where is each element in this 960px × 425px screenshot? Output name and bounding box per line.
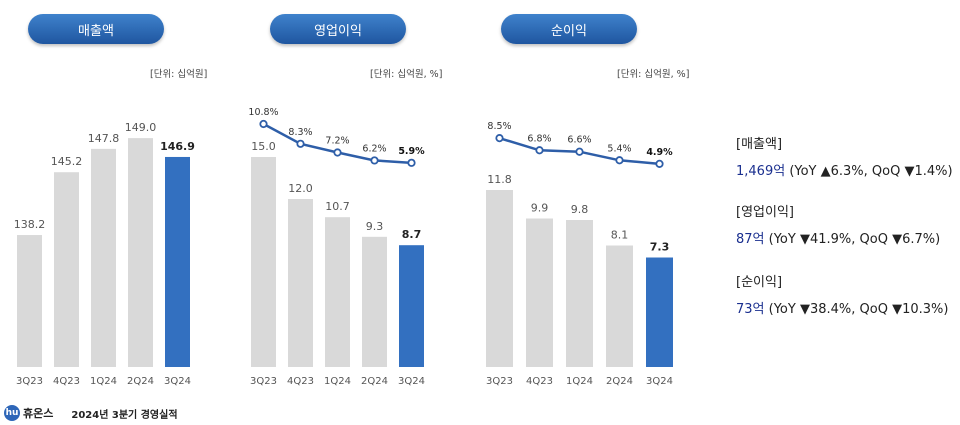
sales-value-label: 138.2 <box>14 218 46 231</box>
sales-x-tick-label: 4Q23 <box>53 376 80 387</box>
sales-value-label: 146.9 <box>160 140 195 153</box>
net-income-margin-label: 5.4% <box>607 143 631 154</box>
net-income-margin-label: 6.8% <box>527 133 551 144</box>
sales-x-tick-label: 2Q24 <box>127 376 154 387</box>
sales-x-tick-label: 1Q24 <box>90 376 117 387</box>
operating-profit-margin-label: 7.2% <box>325 136 349 147</box>
net-income-value-label: 9.8 <box>571 203 589 216</box>
footer: hu 휴온스 2024년 3분기 경영실적 <box>4 405 178 421</box>
operating-profit-margin-point <box>296 139 305 148</box>
net-income-x-tick-label: 1Q24 <box>566 376 593 387</box>
operating-profit-value-label: 10.7 <box>325 200 350 213</box>
operating-profit-margin-point <box>333 148 342 157</box>
operating-profit-margin-label: 10.8% <box>248 107 278 118</box>
operating-profit-x-tick-label: 3Q24 <box>398 376 425 387</box>
net-income-margin-point <box>615 156 624 165</box>
operating-profit-margin-label: 8.3% <box>288 127 312 138</box>
net-income-bar-4q23 <box>526 218 553 367</box>
summary-operating-profit-line: 87억 (YoY ▼41.9%, QoQ ▼6.7%) <box>736 228 940 247</box>
operating-profit-unit-label: [단위: 십억원, %] <box>370 69 443 80</box>
net-income-margin-point <box>655 159 664 168</box>
net-income-margin-label: 6.6% <box>567 135 591 146</box>
summary-operating-profit-head: [영업이익] <box>736 205 794 220</box>
sales-unit-label: [단위: 십억원] <box>150 69 208 80</box>
operating-profit-x-tick-label: 1Q24 <box>324 376 351 387</box>
operating-profit-margin-point <box>259 119 268 129</box>
summary-net-income: [순이익] 73억 (YoY ▼38.4%, QoQ ▼10.3%) <box>736 271 948 317</box>
sales-x-tick-label: 3Q24 <box>164 376 191 387</box>
sales-bar-1q24 <box>91 148 116 367</box>
operating-profit-bar-3q23 <box>251 157 276 367</box>
net-income-bar-2q24 <box>606 245 633 367</box>
summary-sales-detail: (YoY ▲6.3%, QoQ ▼1.4%) <box>785 164 953 179</box>
operating-profit-value-label: 8.7 <box>402 228 422 241</box>
summary-net-income-value: 73억 <box>736 302 765 317</box>
net-income-bar-3q24 <box>646 257 673 367</box>
operating-profit-bar-2q24 <box>362 236 387 367</box>
net-income-value-label: 7.3 <box>650 241 670 254</box>
operating-profit-margin-point <box>370 156 379 165</box>
operating-profit-margin-point <box>407 158 416 167</box>
sales-x-tick-label: 3Q23 <box>16 376 43 387</box>
sales-value-label: 149.0 <box>125 121 157 134</box>
summary-net-income-line: 73억 (YoY ▼38.4%, QoQ ▼10.3%) <box>736 298 948 317</box>
summary-sales: [매출액] 1,469억 (YoY ▲6.3%, QoQ ▼1.4%) <box>736 133 953 179</box>
net-income-margin-point <box>495 134 504 143</box>
operating-profit-bar-1q24 <box>325 217 350 367</box>
net-income-margin-label: 8.5% <box>487 121 511 132</box>
operating-profit-value-label: 12.0 <box>288 182 313 195</box>
net-income-x-tick-label: 2Q24 <box>606 376 633 387</box>
net-income-value-label: 11.8 <box>487 173 512 186</box>
net-income-title: 순이익 <box>501 14 637 44</box>
operating-profit-margin-label: 6.2% <box>362 143 386 154</box>
sales-value-label: 147.8 <box>88 132 120 145</box>
net-income-value-label: 9.9 <box>531 202 549 215</box>
summary-operating-profit: [영업이익] 87억 (YoY ▼41.9%, QoQ ▼6.7%) <box>736 201 940 247</box>
net-income-x-tick-label: 4Q23 <box>526 376 553 387</box>
operating-profit-bar-4q23 <box>288 199 313 367</box>
summary-net-income-detail: (YoY ▼38.4%, QoQ ▼10.3%) <box>764 302 949 317</box>
summary-operating-profit-detail: (YoY ▼41.9%, QoQ ▼6.7%) <box>764 232 941 247</box>
operating-profit-x-tick-label: 4Q23 <box>287 376 314 387</box>
summary-sales-value: 1,469억 <box>736 164 786 179</box>
net-income-bar-3q23 <box>486 190 513 367</box>
net-income-margin-label: 4.9% <box>646 147 673 158</box>
net-income-margin-point <box>535 146 544 155</box>
net-income-unit-label: [단위: 십억원, %] <box>617 69 690 80</box>
document-title: 2024년 3분기 경영실적 <box>71 409 178 421</box>
summary-operating-profit-value: 87억 <box>736 232 765 247</box>
sales-value-label: 145.2 <box>51 155 83 168</box>
operating-profit-bar-3q24 <box>399 245 424 367</box>
summary-net-income-head: [순이익] <box>736 275 783 290</box>
operating-profit-title: 영업이익 <box>270 14 406 44</box>
summary-sales-head: [매출액] <box>736 137 783 152</box>
company-logo: hu <box>4 405 20 421</box>
sales-bar-4q23 <box>54 172 79 367</box>
operating-profit-x-tick-label: 3Q23 <box>250 376 277 387</box>
sales-title: 매출액 <box>28 14 164 44</box>
operating-profit-value-label: 9.3 <box>366 220 384 233</box>
net-income-x-tick-label: 3Q23 <box>486 376 513 387</box>
sales-bar-2q24 <box>128 138 153 367</box>
net-income-bar-1q24 <box>566 220 593 367</box>
operating-profit-value-label: 15.0 <box>251 140 276 153</box>
operating-profit-x-tick-label: 2Q24 <box>361 376 388 387</box>
net-income-value-label: 8.1 <box>611 229 629 242</box>
sales-bar-3q23 <box>17 235 42 367</box>
sales-bar-3q24 <box>165 156 190 367</box>
summary-sales-line: 1,469억 (YoY ▲6.3%, QoQ ▼1.4%) <box>736 160 953 179</box>
company-name: 휴온스 <box>23 407 54 420</box>
net-income-margin-point <box>575 147 584 156</box>
operating-profit-margin-label: 5.9% <box>398 146 425 157</box>
net-income-x-tick-label: 3Q24 <box>646 376 673 387</box>
